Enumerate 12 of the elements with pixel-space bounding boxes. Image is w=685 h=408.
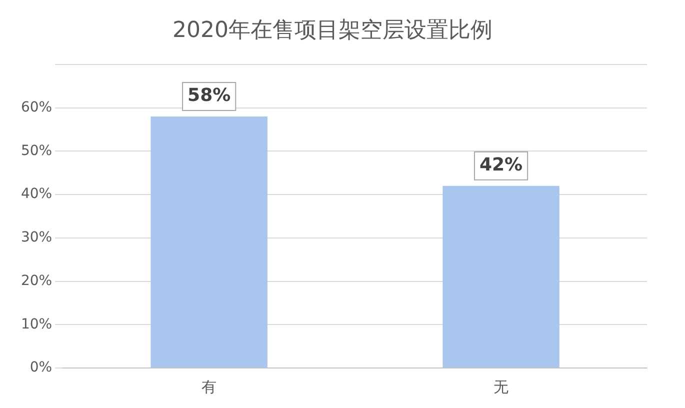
y-tick-label: 0% [30, 360, 52, 376]
y-tick-label: 40% [20, 186, 52, 202]
y-tick-label: 30% [20, 230, 52, 246]
y-tick-label: 60% [20, 99, 52, 116]
data-label: 58% [188, 85, 231, 106]
y-tick-label: 20% [20, 272, 52, 289]
y-tick-label: 50% [20, 142, 52, 159]
y-tick-label: 10% [20, 316, 52, 332]
x-tick-label: 有 [202, 378, 217, 396]
x-tick-label: 无 [494, 378, 509, 396]
data-label: 42% [479, 154, 523, 176]
chart-title: 2020年在售项目架空层设置比例 [172, 18, 492, 43]
